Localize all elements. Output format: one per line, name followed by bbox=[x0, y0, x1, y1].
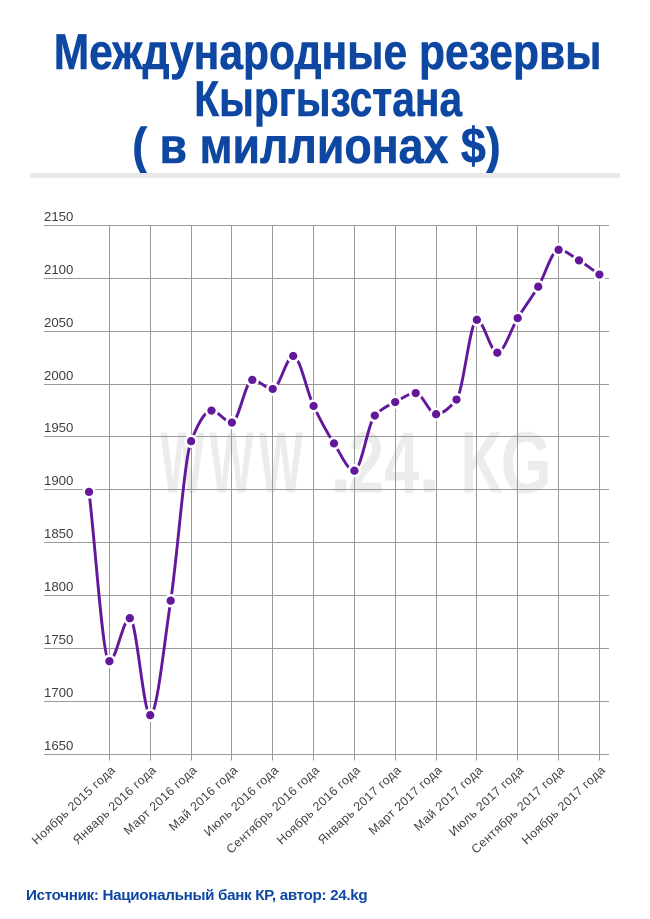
svg-text:1850: 1850 bbox=[44, 526, 73, 541]
svg-text:2100: 2100 bbox=[44, 262, 73, 277]
svg-text:2050: 2050 bbox=[44, 315, 73, 330]
svg-text:1750: 1750 bbox=[44, 632, 73, 647]
svg-text:Март 2017 года: Март 2017 года bbox=[366, 763, 445, 838]
svg-text:2150: 2150 bbox=[44, 209, 73, 224]
svg-text:1650: 1650 bbox=[44, 738, 73, 753]
svg-text:1950: 1950 bbox=[44, 420, 73, 435]
svg-text:W: W bbox=[259, 414, 303, 511]
svg-text:Июль 2016 года: Июль 2016 года bbox=[201, 763, 281, 839]
svg-text:1700: 1700 bbox=[44, 685, 73, 700]
svg-text:1800: 1800 bbox=[44, 579, 73, 594]
svg-text:Май 2016 года: Май 2016 года bbox=[166, 763, 241, 834]
svg-text:Май 2017 года: Май 2017 года bbox=[411, 763, 486, 834]
svg-text:G: G bbox=[501, 415, 552, 512]
svg-text:.: . bbox=[418, 414, 440, 511]
svg-text:1900: 1900 bbox=[44, 473, 73, 488]
svg-text:Март 2016 года: Март 2016 года bbox=[121, 763, 200, 838]
svg-text:2: 2 bbox=[349, 415, 385, 512]
svg-text:4: 4 bbox=[384, 415, 419, 512]
svg-text:Июль 2017 года: Июль 2017 года bbox=[446, 763, 526, 839]
svg-text:2000: 2000 bbox=[44, 368, 73, 383]
svg-text:K: K bbox=[461, 414, 503, 512]
